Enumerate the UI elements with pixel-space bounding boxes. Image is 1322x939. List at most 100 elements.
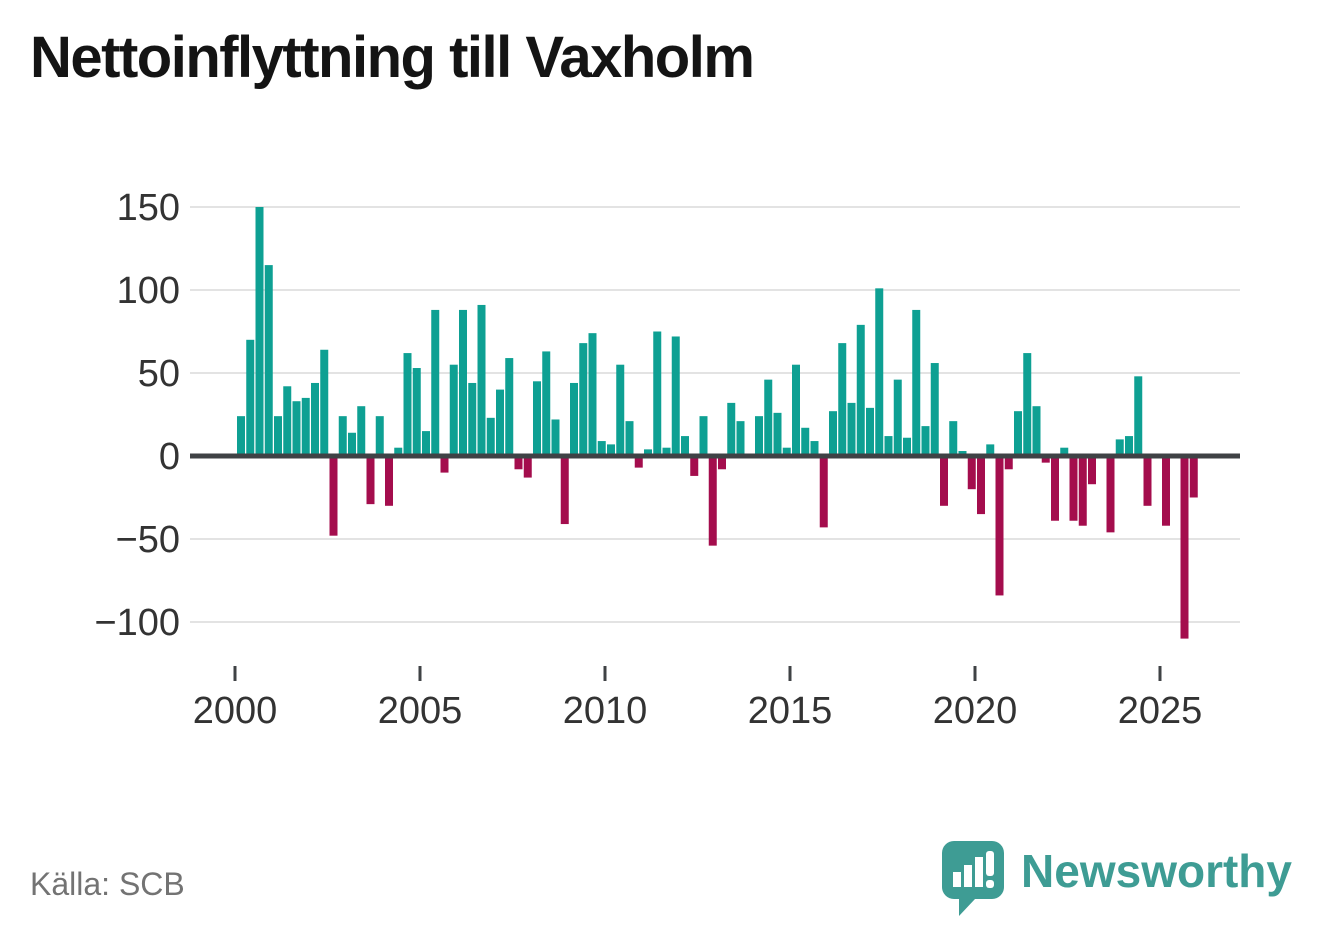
newsworthy-logo: Newsworthy [941, 840, 1292, 918]
bar-2019-Q4 [967, 456, 976, 490]
bar-2007-Q1 [496, 389, 504, 456]
bar-2017-Q3 [884, 436, 893, 456]
bar-2010-Q3 [625, 421, 634, 456]
bar-2019-Q2 [949, 421, 958, 456]
bar-2020-Q4 [1004, 456, 1013, 470]
bar-2002-Q1 [311, 382, 319, 456]
bar-2020-Q1 [977, 456, 985, 515]
x-tick-label: 2010 [563, 690, 648, 732]
bar-2008-Q4 [560, 456, 569, 525]
bar-2019-Q1 [940, 456, 948, 506]
bar-2001-Q4 [301, 397, 310, 456]
bar-2018-Q2 [912, 309, 921, 456]
bar-2025-Q4 [1189, 456, 1198, 498]
bar-2023-Q1 [1088, 456, 1096, 485]
bar-2000-Q3 [255, 207, 264, 456]
y-tick-label: 50 [138, 353, 180, 395]
bar-2021-Q2 [1023, 353, 1032, 456]
bar-2012-Q1 [681, 436, 689, 456]
bar-2010-Q4 [634, 456, 643, 468]
bar-2007-Q4 [523, 456, 532, 478]
bar-2006-Q2 [468, 382, 477, 456]
bar-2018-Q1 [903, 437, 911, 456]
bar-2005-Q3 [440, 456, 449, 473]
bar-2002-Q2 [320, 349, 329, 456]
bar-2004-Q4 [412, 368, 421, 456]
bar-2023-Q3 [1106, 456, 1115, 533]
bar-2004-Q3 [403, 353, 412, 456]
bar-2003-Q2 [357, 406, 366, 456]
bar-2022-Q2 [1060, 447, 1069, 456]
bar-2006-Q1 [459, 309, 467, 456]
bar-2013-Q3 [736, 421, 745, 456]
bar-2012-Q3 [699, 416, 708, 456]
bar-2021-Q4 [1041, 456, 1050, 463]
newsworthy-bubble-icon [942, 841, 1005, 916]
y-tick-label: 150 [117, 187, 180, 229]
bar-2017-Q2 [875, 288, 884, 456]
y-tick-label: 100 [117, 270, 180, 312]
bar-2001-Q3 [292, 401, 301, 456]
brand-name: Newsworthy [1021, 845, 1292, 897]
bar-2004-Q2 [394, 447, 403, 456]
bar-2024-Q3 [1143, 456, 1152, 506]
bar-2018-Q4 [930, 363, 939, 456]
bar-2020-Q2 [986, 444, 995, 456]
x-tick-label: 2015 [748, 690, 833, 732]
bar-2003-Q1 [348, 432, 356, 456]
y-tick-label: 0 [159, 436, 180, 478]
bar-2002-Q4 [338, 416, 347, 456]
bar-2010-Q2 [616, 364, 625, 456]
bar-2003-Q3 [366, 456, 375, 505]
bar-2022-Q3 [1069, 456, 1078, 521]
bar-2008-Q2 [542, 351, 551, 456]
bar-2013-Q1 [718, 456, 726, 470]
bar-2007-Q2 [505, 358, 514, 456]
bar-2016-Q4 [856, 324, 865, 456]
bar-2021-Q1 [1014, 411, 1022, 456]
bar-2020-Q3 [995, 456, 1004, 596]
bar-2003-Q4 [375, 416, 384, 456]
bar-2002-Q3 [329, 456, 338, 536]
bar-2001-Q2 [283, 386, 292, 456]
bar-2004-Q1 [385, 456, 393, 506]
y-tick-label: −100 [94, 602, 180, 644]
bar-2012-Q4 [708, 456, 717, 546]
x-tick-label: 2020 [933, 690, 1018, 732]
x-tick-label: 2000 [193, 690, 278, 732]
bar-2024-Q1 [1125, 436, 1133, 456]
bar-2008-Q3 [551, 419, 560, 456]
bar-2009-Q1 [570, 382, 578, 456]
bar-2014-Q2 [764, 379, 773, 456]
x-tick-label: 2025 [1118, 690, 1203, 732]
bar-2011-Q4 [671, 336, 680, 456]
bar-2016-Q2 [838, 343, 847, 456]
bar-2005-Q2 [431, 309, 440, 456]
bar-2016-Q1 [829, 411, 837, 456]
bar-2006-Q3 [477, 304, 486, 456]
bar-2023-Q4 [1115, 439, 1124, 456]
bar-2009-Q3 [588, 333, 597, 456]
bar-2011-Q3 [662, 447, 671, 456]
bar-2013-Q2 [727, 402, 736, 456]
source-label: Källa: SCB [30, 866, 185, 902]
bar-2000-Q2 [246, 339, 255, 456]
bar-2005-Q4 [449, 364, 458, 456]
bar-2015-Q4 [819, 456, 828, 528]
bar-2011-Q2 [653, 331, 662, 456]
bar-2009-Q4 [597, 441, 606, 456]
bar-2014-Q4 [782, 447, 791, 456]
bar-2016-Q3 [847, 402, 856, 456]
bar-2008-Q1 [533, 381, 541, 456]
bar-2015-Q2 [801, 427, 810, 456]
bar-2000-Q1 [237, 416, 245, 456]
logo-exclamation-bar [986, 851, 995, 876]
bar-2011-Q1 [644, 449, 652, 456]
bar-2001-Q1 [274, 416, 282, 456]
bar-2012-Q2 [690, 456, 699, 476]
bar-2014-Q3 [773, 412, 782, 456]
bar-2010-Q1 [607, 444, 615, 456]
logo-bar-small [953, 872, 962, 887]
